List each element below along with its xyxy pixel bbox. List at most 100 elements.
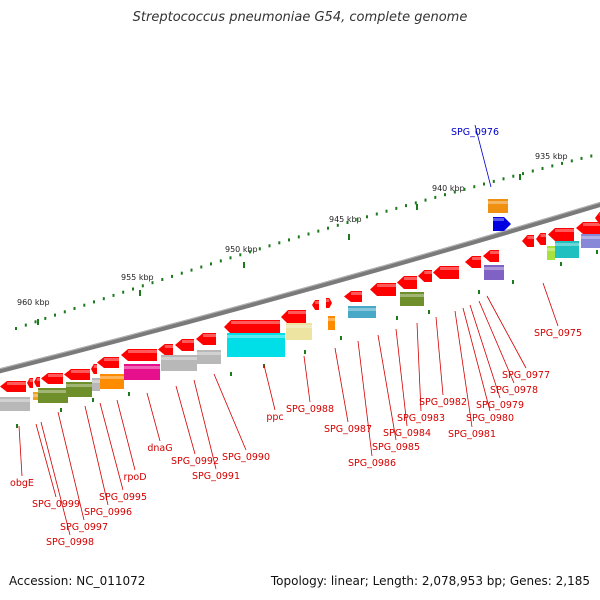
gene-label[interactable]: SPG_0998 (46, 537, 94, 548)
feature-marker (230, 372, 232, 376)
highlight-gene-arrow (493, 217, 511, 231)
gene-arrow (344, 291, 362, 302)
ruler-minor-tick (268, 244, 271, 248)
feature-marker (428, 310, 430, 314)
feature-marker (60, 408, 62, 412)
gene-leader-line (377, 334, 397, 441)
ruler-minor-tick (492, 179, 495, 183)
gene-label[interactable]: SPG_0985 (372, 442, 420, 453)
gene-label[interactable]: SPG_0988 (286, 404, 334, 415)
gene-label[interactable]: SPG_0975 (534, 328, 582, 339)
gene-arrow (281, 310, 306, 324)
gene-label[interactable]: dnaG (147, 443, 172, 454)
gene-label[interactable]: SPG_0977 (502, 370, 550, 381)
gene-label[interactable]: SPG_0978 (490, 385, 538, 396)
gene-leader-line (478, 300, 515, 384)
gene-arrow (34, 377, 40, 387)
gene-leader-line (193, 379, 217, 470)
ruler-minor-tick (219, 259, 222, 263)
gene-label[interactable]: SPG_0976 (451, 127, 499, 138)
ruler-minor-tick (171, 274, 173, 278)
gene-label[interactable]: SPG_0996 (84, 507, 132, 518)
gene-leader-line (263, 364, 276, 411)
ruler-minor-tick (395, 206, 398, 210)
gene-label[interactable]: SPG_0986 (348, 458, 396, 469)
gene-label[interactable]: SPG_0984 (383, 428, 431, 439)
gene-annotation-box (227, 333, 285, 357)
gene-annotation-box (400, 292, 424, 306)
gene-leader-line (474, 124, 492, 188)
ruler-minor-tick (249, 250, 251, 254)
ruler-minor-tick (385, 209, 388, 213)
gene-label[interactable]: SPG_0983 (397, 413, 445, 424)
gene-label[interactable]: SPG_0981 (448, 429, 496, 440)
ruler-tick-label: 955 kbp (121, 273, 154, 282)
ruler-tick-label: 945 kbp (329, 215, 362, 224)
gene-label[interactable]: SPG_0979 (476, 400, 524, 411)
gene-leader-line (35, 423, 57, 498)
gene-arrow (483, 250, 499, 262)
gene-label[interactable]: SPG_0991 (192, 471, 240, 482)
gene-label[interactable]: obgE (10, 478, 34, 489)
gene-annotation-box (328, 316, 335, 330)
ruler-minor-tick (54, 313, 56, 317)
ruler-minor-tick (210, 262, 212, 266)
ruler-major-tick (519, 174, 521, 180)
gene-label[interactable]: SPG_0992 (171, 456, 219, 467)
ruler-minor-tick (512, 174, 515, 178)
ruler: 935 kbp 940 kbp 945 kbp 950 kbp 955 kbp 960 k… (15, 152, 593, 330)
ruler-minor-tick (73, 307, 76, 310)
feature-marker (560, 262, 562, 266)
ruler-minor-tick (258, 247, 261, 251)
gene-label[interactable]: ppc (266, 412, 283, 423)
gene-arrow (0, 381, 26, 392)
feature-marker (596, 250, 598, 254)
gene-label[interactable]: SPG_0999 (32, 499, 80, 510)
ruler-major-tick (37, 319, 39, 325)
ruler-major-tick (348, 234, 350, 240)
gene-arrow (536, 233, 546, 245)
feature-marker (512, 280, 514, 284)
gene-label[interactable]: SPG_0982 (419, 397, 467, 408)
ruler-minor-tick (288, 238, 290, 242)
feature-marker (478, 290, 480, 294)
ruler-minor-tick (570, 159, 573, 163)
gene-labels: SPG_0976 SPG_0975 SPG_0977 SPG_0978 SPG_0979… (10, 124, 582, 548)
gene-annotation-box (581, 234, 600, 248)
ruler-minor-tick (336, 223, 339, 227)
feature-marker (396, 316, 398, 320)
ruler-major-tick (139, 290, 141, 296)
gene-arrow (548, 228, 574, 241)
gene-annotation-box (100, 374, 124, 389)
ruler-minor-tick (239, 253, 242, 257)
gene-label[interactable]: SPG_0987 (324, 424, 372, 435)
ruler-minor-tick (278, 241, 281, 245)
gene-leader-line (395, 328, 408, 427)
gene-arrow (175, 339, 194, 351)
ruler-minor-tick (44, 316, 47, 320)
feature-marker (340, 336, 342, 340)
ruler-minor-tick (102, 297, 105, 301)
gene-leader-line (18, 425, 23, 477)
gene-label[interactable]: rpoD (123, 472, 146, 483)
gene-arrow (370, 283, 396, 296)
ruler-minor-tick (434, 195, 437, 199)
gene-features (0, 199, 600, 428)
gene-leader-line (40, 421, 71, 536)
gene-label[interactable]: SPG_0980 (466, 413, 514, 424)
gene-leader-line (486, 295, 527, 369)
gene-annotation-box (33, 392, 39, 400)
gene-label[interactable]: SPG_0997 (60, 522, 108, 533)
gene-label[interactable]: SPG_0990 (222, 452, 270, 463)
ruler-tick-label: 940 kbp (432, 184, 465, 193)
ruler-minor-tick (112, 293, 115, 297)
gene-annotation-box (66, 382, 92, 397)
gene-leader-line (146, 392, 161, 442)
gene-label[interactable]: SPG_0995 (99, 492, 147, 503)
ruler-minor-tick (229, 256, 232, 260)
gene-annotation-box (547, 246, 555, 260)
ruler-minor-tick (375, 212, 378, 216)
ruler-minor-tick (15, 327, 17, 330)
ruler-minor-tick (24, 323, 27, 327)
